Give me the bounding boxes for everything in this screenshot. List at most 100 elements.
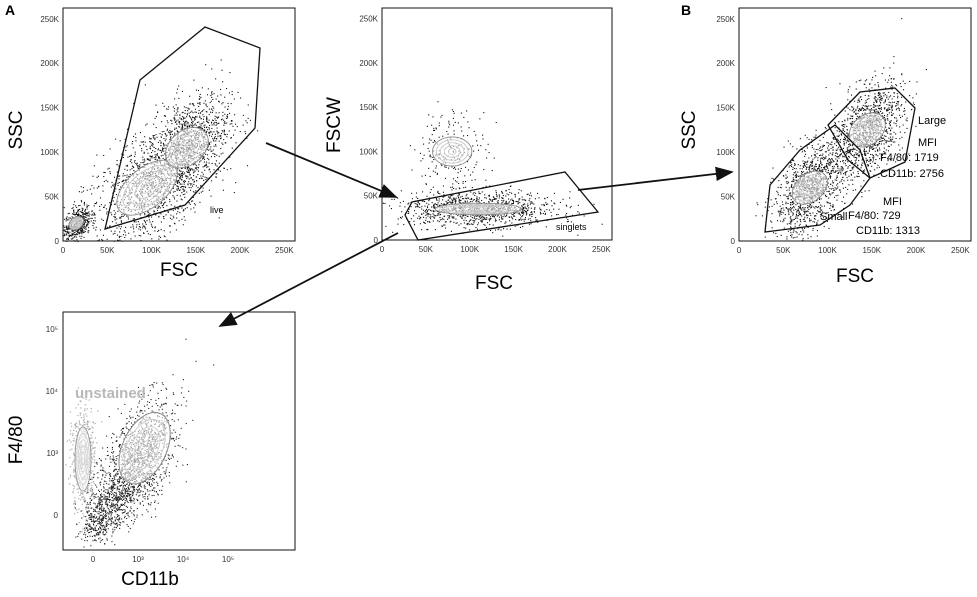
event-dot (777, 186, 779, 188)
event-dot (80, 215, 82, 217)
event-dot (188, 172, 190, 174)
event-dot (156, 153, 158, 155)
event-dot (458, 200, 460, 202)
event-dot (112, 200, 114, 202)
event-dot (114, 232, 116, 234)
event-dot (832, 154, 834, 156)
x-tick-label: 150K (504, 245, 523, 254)
event-dot (113, 197, 115, 199)
event-dot (157, 205, 159, 207)
event-dot (192, 112, 194, 114)
event-dot (211, 135, 213, 137)
event-dot (529, 213, 531, 215)
y-axis-label: SSC (6, 110, 27, 149)
event-dot (433, 204, 435, 206)
event-dot (472, 171, 474, 173)
event-dot (216, 127, 218, 129)
event-dot (830, 173, 832, 175)
event-dot (171, 130, 173, 132)
event-dot (75, 213, 77, 215)
event-dot (116, 171, 118, 173)
event-dot (455, 197, 457, 199)
event-dot (447, 133, 449, 135)
event-dot (792, 168, 794, 170)
event-dot (82, 187, 84, 189)
event-dot (442, 185, 444, 187)
event-dot (171, 133, 173, 135)
event-dot (463, 215, 465, 217)
event-dot (198, 112, 200, 114)
event-dot (110, 186, 112, 188)
event-dot (399, 205, 401, 207)
y-tick-label: 50K (364, 192, 379, 201)
event-dot (116, 160, 118, 162)
event-dot (226, 88, 228, 90)
event-dot (181, 183, 183, 185)
event-dot (193, 105, 195, 107)
event-dot (66, 227, 68, 229)
event-dot (518, 198, 520, 200)
event-dot (121, 221, 123, 223)
event-dot (440, 163, 442, 165)
event-dot (511, 222, 513, 224)
event-dot (836, 159, 838, 161)
event-dot (601, 223, 603, 225)
event-dot (71, 208, 73, 210)
event-dot (79, 228, 81, 230)
event-dot (189, 173, 191, 175)
event-dot (198, 105, 200, 107)
event-dot (210, 111, 212, 113)
event-dot (471, 198, 473, 200)
event-dot (807, 234, 809, 236)
event-dot (820, 214, 822, 216)
event-dot (92, 225, 94, 227)
event-dot (72, 207, 74, 209)
event-dot (818, 198, 820, 200)
event-dot (425, 183, 427, 185)
event-dot (107, 181, 109, 183)
event-dot (227, 114, 229, 116)
event-dot (776, 201, 778, 203)
event-dot (518, 192, 520, 194)
event-dot (577, 204, 579, 206)
event-dot (790, 195, 792, 197)
event-dot (776, 190, 778, 192)
event-dot (832, 192, 834, 194)
event-dot (421, 229, 423, 231)
event-dot (433, 211, 435, 213)
event-dot (71, 230, 73, 232)
event-dot (154, 139, 156, 141)
event-dot (411, 198, 413, 200)
panel-letter-a: A (5, 2, 15, 18)
event-dot (66, 230, 68, 232)
event-dot (826, 212, 828, 214)
event-dot (183, 123, 185, 125)
event-dot (782, 175, 784, 177)
event-dot (416, 203, 418, 205)
event-dot (202, 127, 204, 129)
density-contours (68, 127, 209, 231)
event-dot (486, 217, 488, 219)
event-dot (126, 145, 128, 147)
event-dot (839, 168, 841, 170)
event-dot (132, 147, 134, 149)
event-dot (110, 230, 112, 232)
event-dot (819, 207, 821, 209)
event-dot (196, 116, 198, 118)
event-dot (84, 220, 86, 222)
event-dot (179, 195, 181, 197)
event-dot (771, 213, 773, 215)
event-dot (173, 117, 175, 119)
event-dot (506, 203, 508, 205)
event-dot (771, 221, 773, 223)
event-dot (227, 105, 229, 107)
event-dot (796, 179, 798, 181)
event-dot (247, 104, 249, 106)
event-dot (445, 200, 447, 202)
event-dot (177, 168, 179, 170)
event-dot (441, 217, 443, 219)
event-dot (158, 205, 160, 207)
event-dot (144, 225, 146, 227)
event-dot (87, 230, 89, 232)
event-dot (99, 205, 101, 207)
